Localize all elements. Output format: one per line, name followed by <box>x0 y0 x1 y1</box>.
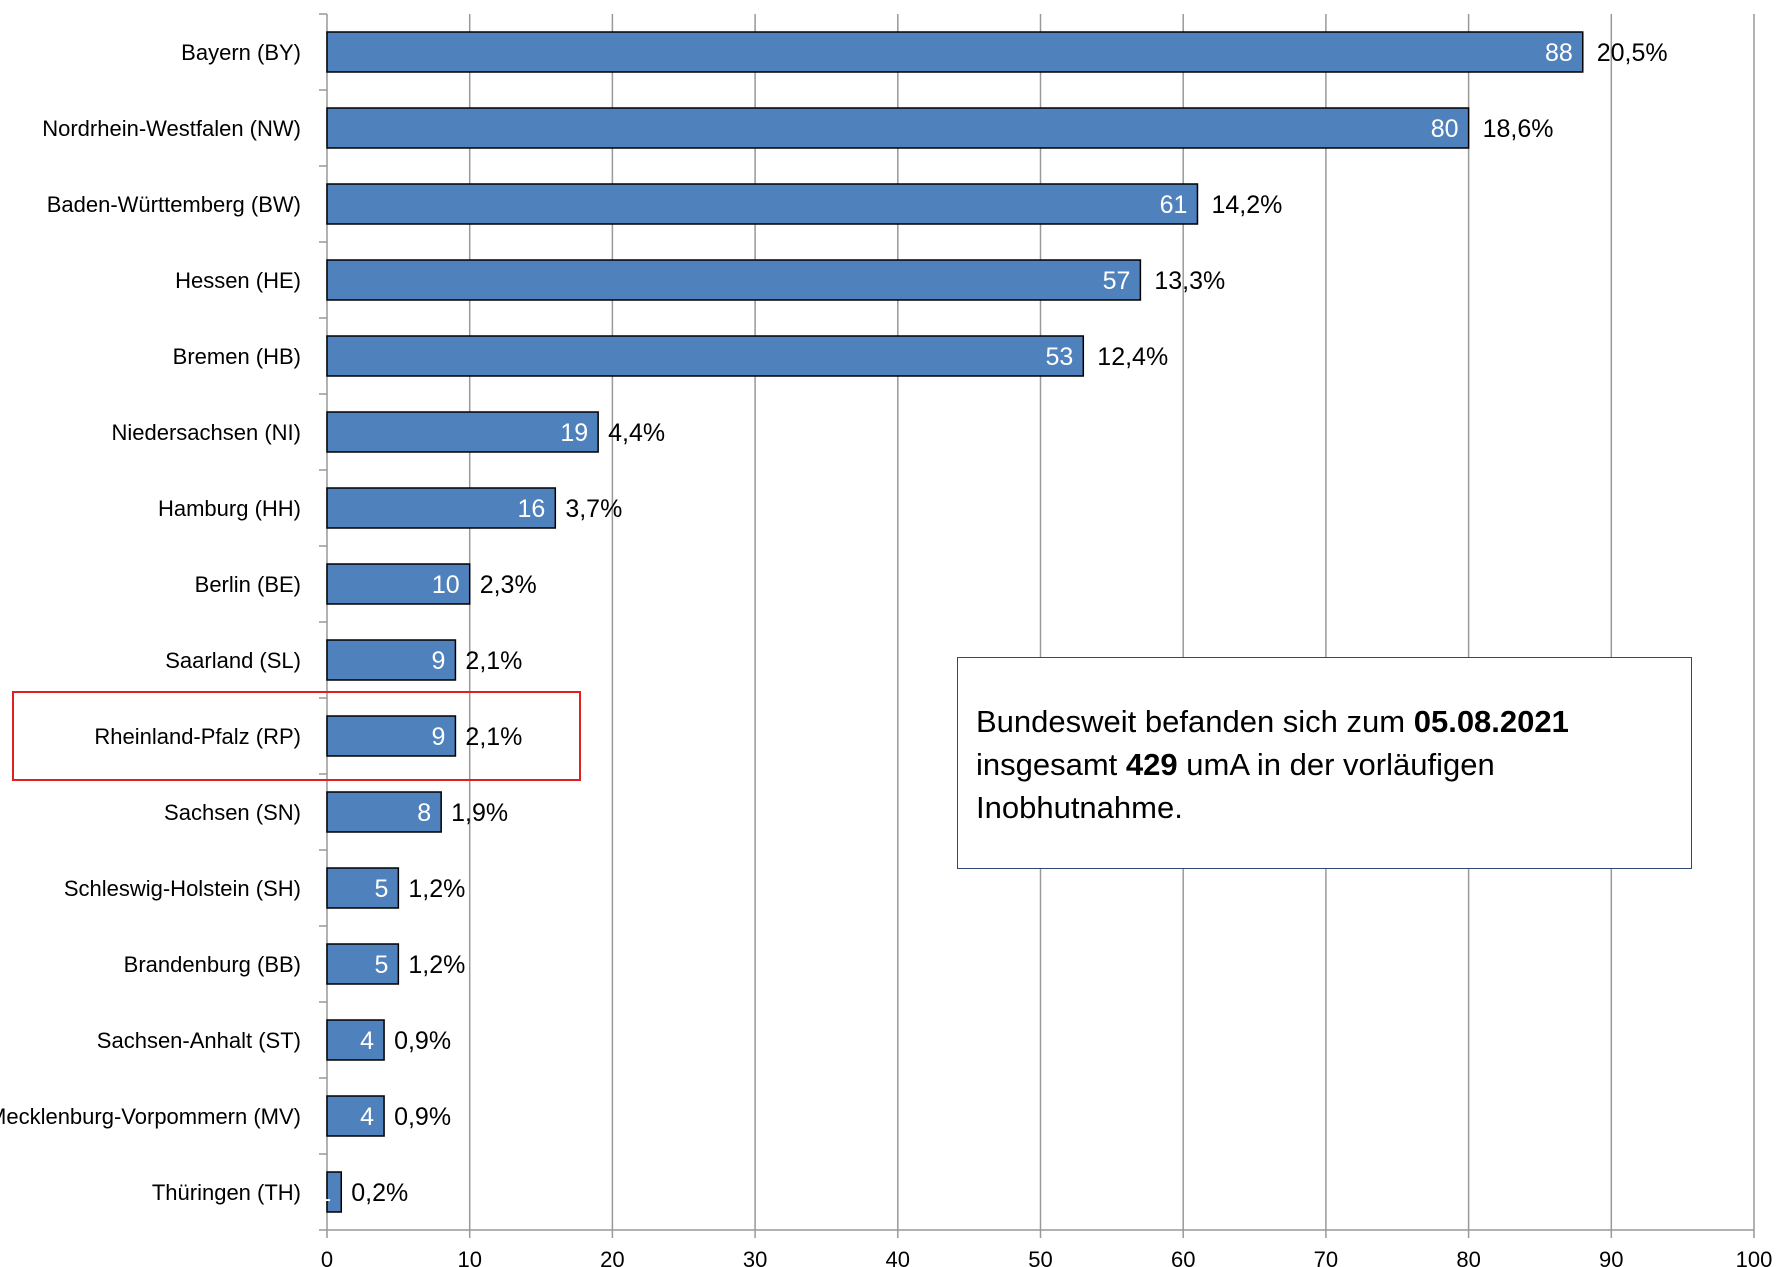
category-label: Sachsen (SN) <box>164 800 301 825</box>
annotation-text: Inobhutnahme. <box>976 790 1183 825</box>
x-tick-label: 60 <box>1171 1247 1195 1267</box>
value-label: 61 <box>1160 191 1188 219</box>
percent-label: 14,2% <box>1211 191 1282 219</box>
percent-label: 1,2% <box>408 951 465 979</box>
percent-label: 2,1% <box>465 647 522 675</box>
category-label: Niedersachsen (NI) <box>111 420 301 445</box>
percent-label: 0,2% <box>351 1179 408 1207</box>
percent-label: 3,7% <box>565 495 622 523</box>
value-label: 16 <box>518 495 546 523</box>
bar <box>326 487 557 529</box>
value-label: 4 <box>360 1027 374 1055</box>
category-label: Nordrhein-Westfalen (NW) <box>42 116 301 141</box>
category-label: Brandenburg (BB) <box>124 952 301 977</box>
x-tick-label: 80 <box>1456 1247 1480 1267</box>
category-label: Saarland (SL) <box>165 648 301 673</box>
annotation-text: Bundesweit befanden sich zum <box>976 704 1414 739</box>
value-label: 8 <box>417 799 431 827</box>
category-label: Hessen (HE) <box>175 268 301 293</box>
value-label: 53 <box>1045 343 1073 371</box>
annotation-line-2: insgesamt 429 umA in der vorläufigen <box>976 743 1673 786</box>
percent-label: 18,6% <box>1483 115 1554 143</box>
value-label: 5 <box>374 875 388 903</box>
annotation-text: umA in der vorläufigen <box>1177 747 1495 782</box>
x-tick-label: 40 <box>886 1247 910 1267</box>
annotation-text: insgesamt <box>976 747 1126 782</box>
category-label: Hamburg (HH) <box>158 496 301 521</box>
bar <box>326 107 1470 149</box>
percent-label: 2,3% <box>480 571 537 599</box>
category-label: Thüringen (TH) <box>152 1180 301 1205</box>
bar <box>326 1019 385 1061</box>
bar <box>326 715 457 757</box>
value-label: 88 <box>1545 39 1573 67</box>
x-tick-label: 0 <box>321 1247 333 1267</box>
bar <box>326 563 471 605</box>
annotation-total: 429 <box>1125 747 1178 782</box>
bar <box>326 183 1199 225</box>
category-label: Rheinland-Pfalz (RP) <box>94 724 301 749</box>
bars <box>326 31 1584 1213</box>
percent-label: 20,5% <box>1597 39 1668 67</box>
percent-label: 1,9% <box>451 799 508 827</box>
percent-label: 13,3% <box>1154 267 1225 295</box>
percent-label: 1,2% <box>408 875 465 903</box>
percent-label: 12,4% <box>1097 343 1168 371</box>
bar <box>326 31 1584 73</box>
category-label: Mecklenburg-Vorpommern (MV) <box>0 1104 301 1129</box>
bar <box>326 791 442 833</box>
annotation-line-1: Bundesweit befanden sich zum 05.08.2021 <box>976 700 1673 743</box>
category-label: Sachsen-Anhalt (ST) <box>97 1028 301 1053</box>
percent-label: 0,9% <box>394 1103 451 1131</box>
x-tick-label: 50 <box>1028 1247 1052 1267</box>
x-tick-label: 70 <box>1314 1247 1338 1267</box>
x-tick-label: 90 <box>1599 1247 1623 1267</box>
annotation-line-3: Inobhutnahme. <box>976 786 1673 829</box>
percent-label: 0,9% <box>394 1027 451 1055</box>
labels: 0 10 20 30 40 50 60 70 80 90 100 Bayern (BY) 88 20,5%… <box>0 39 1772 1267</box>
annotation-box: Bundesweit befanden sich zum 05.08.2021 … <box>957 657 1692 869</box>
bar <box>326 943 400 985</box>
bar <box>326 411 599 453</box>
value-label: 19 <box>560 419 588 447</box>
x-tick-label: 10 <box>457 1247 481 1267</box>
x-tick-label: 20 <box>600 1247 624 1267</box>
highlight-box <box>12 691 581 781</box>
bar <box>326 1171 343 1213</box>
category-label: Berlin (BE) <box>195 572 301 597</box>
bar <box>326 867 400 909</box>
x-tick-label: 100 <box>1736 1247 1773 1267</box>
bar <box>326 259 1142 301</box>
value-label: 5 <box>374 951 388 979</box>
value-label: 9 <box>432 647 446 675</box>
value-label: 57 <box>1103 267 1131 295</box>
category-label: Baden-Württemberg (BW) <box>47 192 301 217</box>
percent-label: 2,1% <box>465 723 522 751</box>
bar <box>326 335 1085 377</box>
annotation-date: 05.08.2021 <box>1413 704 1569 739</box>
value-label: 4 <box>360 1103 374 1131</box>
bar <box>326 639 457 681</box>
category-label: Schleswig-Holstein (SH) <box>64 876 301 901</box>
value-label: 80 <box>1431 115 1459 143</box>
category-label: Bremen (HB) <box>173 344 301 369</box>
value-label: 9 <box>432 723 446 751</box>
bar <box>326 1095 385 1137</box>
value-label: 1 <box>317 1179 331 1207</box>
percent-label: 4,4% <box>608 419 665 447</box>
category-label: Bayern (BY) <box>181 40 301 65</box>
x-tick-label: 30 <box>743 1247 767 1267</box>
value-label: 10 <box>432 571 460 599</box>
